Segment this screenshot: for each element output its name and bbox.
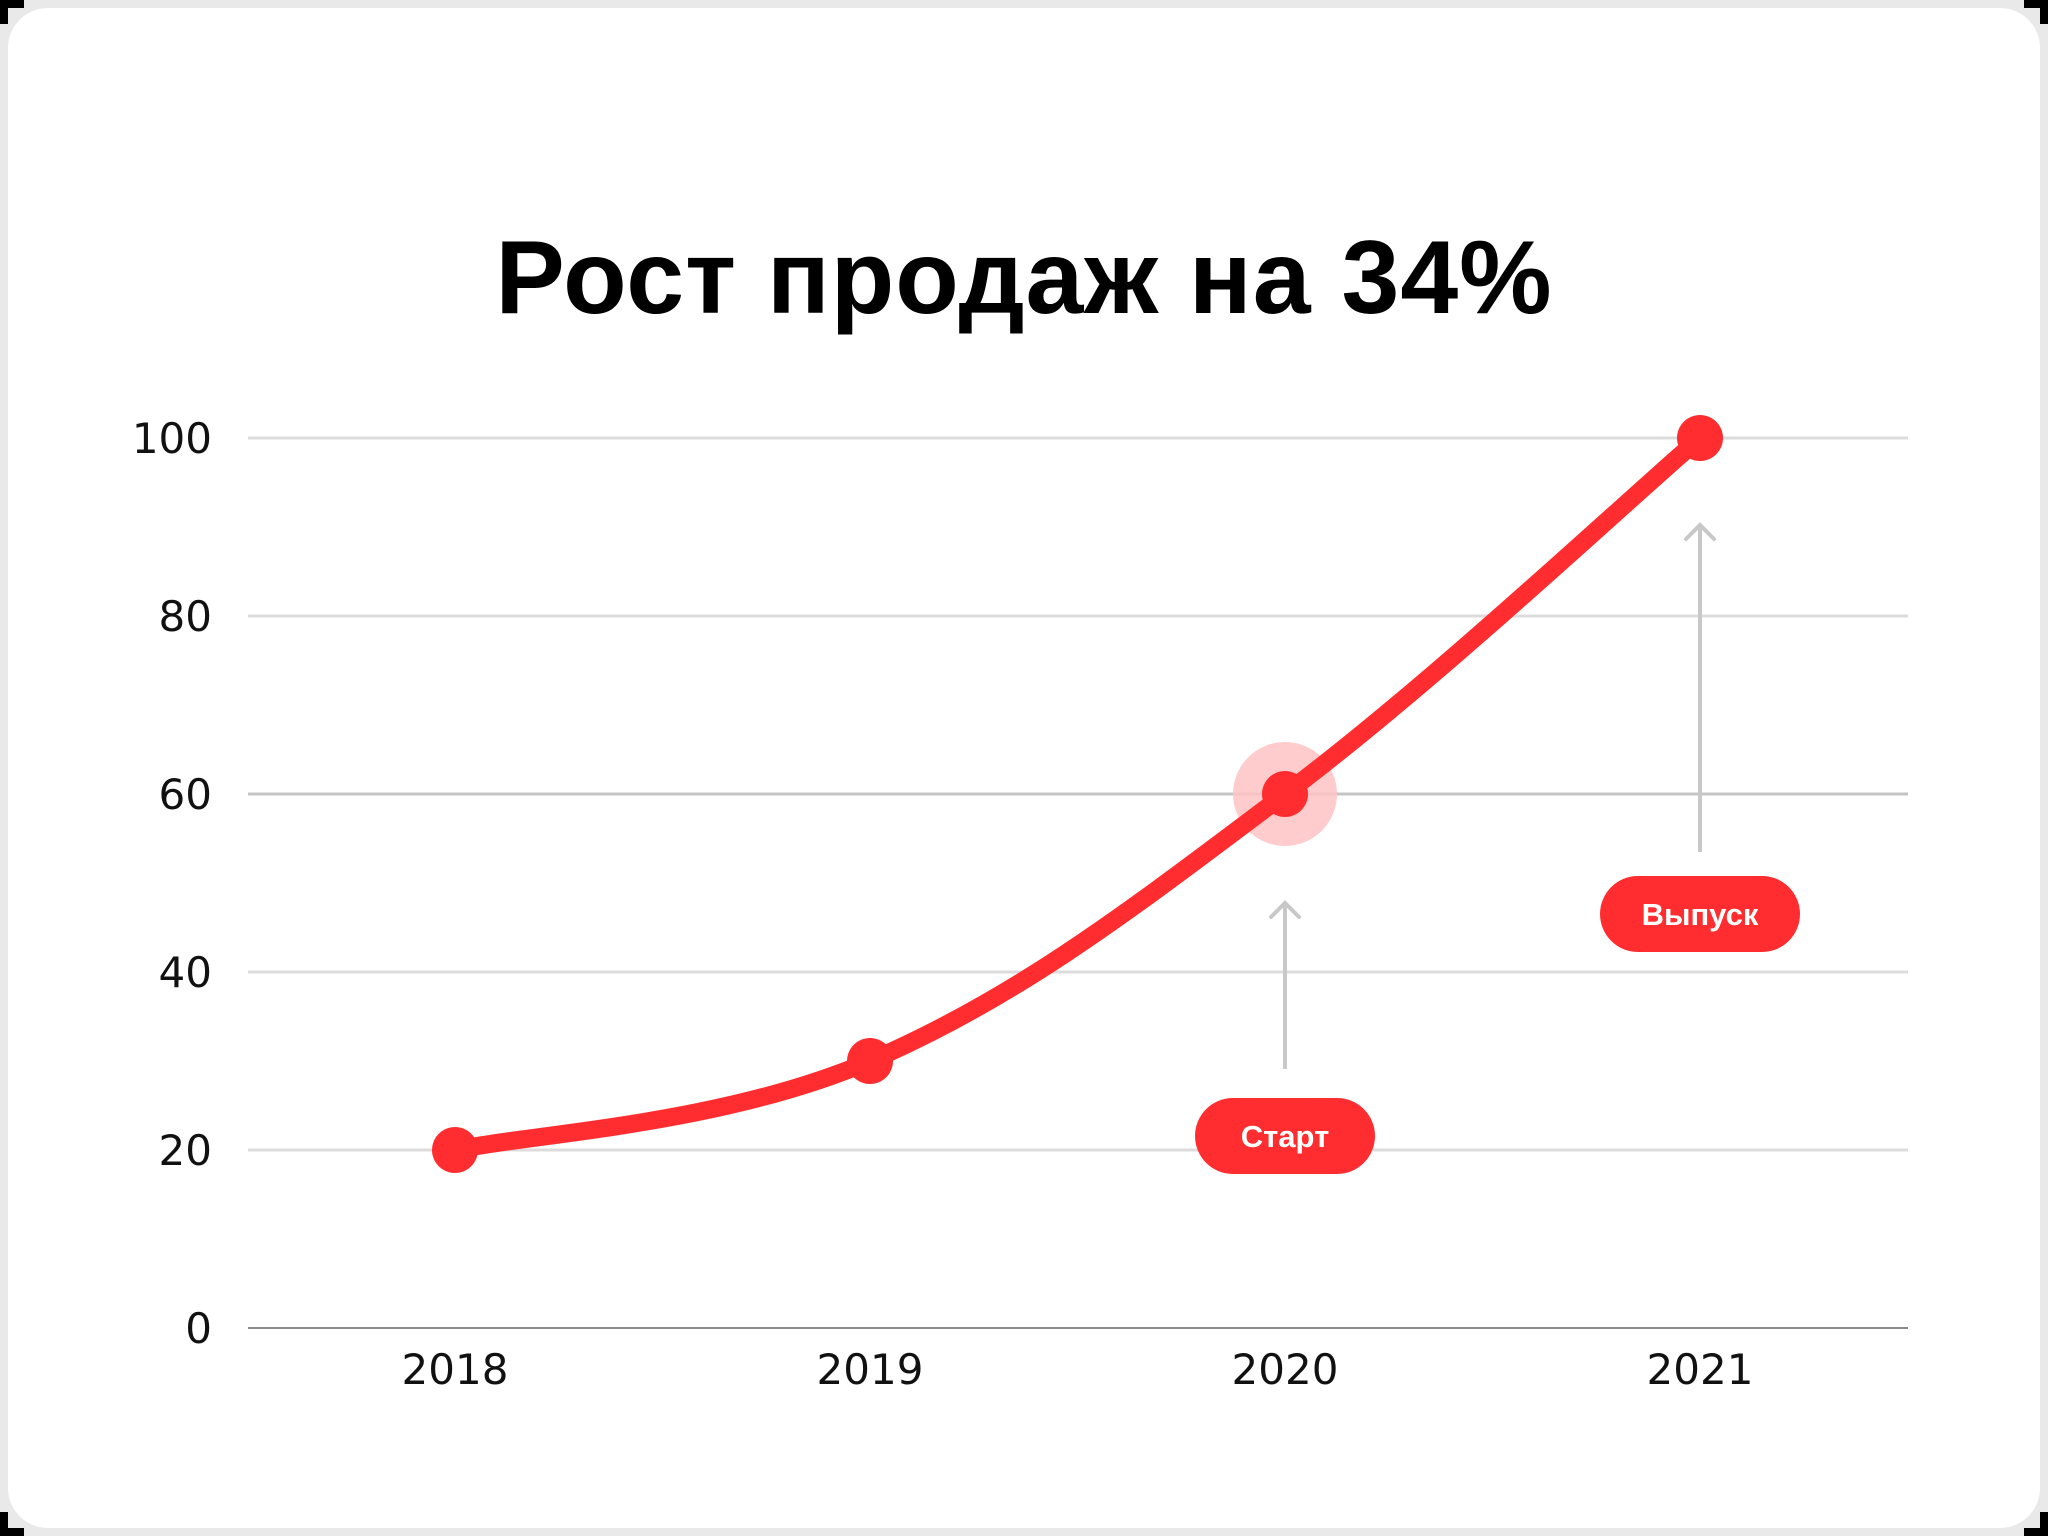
corner-mark-bottom-right — [2024, 1512, 2048, 1536]
data-point-marker — [432, 1127, 478, 1173]
corner-mark-top-left — [0, 0, 24, 24]
corner-mark-bottom-left — [0, 1512, 24, 1536]
chart-title: Рост продаж на 34% — [495, 219, 1553, 336]
annotation-pill — [1195, 1098, 1375, 1174]
y-axis-labels: 0 20 40 60 80 100 — [132, 414, 212, 1353]
data-point-marker — [1262, 771, 1308, 817]
x-tick-label: 2021 — [1647, 1345, 1754, 1394]
arrowhead-icon — [1269, 900, 1301, 919]
annotation-label: Выпуск — [1642, 897, 1759, 932]
gridlines — [248, 436, 1908, 1329]
y-tick-label: 20 — [159, 1126, 212, 1175]
sales-line-series — [432, 415, 1723, 1173]
y-tick-label: 100 — [132, 414, 212, 463]
annotation-2021: Выпуск — [1600, 522, 1800, 952]
x-axis-labels: 2018 2019 2020 2021 — [402, 1345, 1754, 1394]
annotation-2020: Старт — [1195, 900, 1375, 1174]
y-tick-label: 80 — [159, 592, 212, 641]
data-point-marker — [1677, 415, 1723, 461]
sales-line — [446, 429, 1709, 1159]
annotation-pill — [1600, 876, 1800, 952]
y-tick-label: 60 — [159, 770, 212, 819]
annotation-label: Старт — [1241, 1119, 1330, 1154]
annotations: Старт Выпуск — [1195, 522, 1800, 1174]
corner-mark-top-right — [2024, 0, 2048, 24]
x-tick-label: 2018 — [402, 1345, 509, 1394]
data-point-marker — [847, 1038, 893, 1084]
arrowhead-icon — [1684, 522, 1716, 541]
y-tick-label: 0 — [185, 1304, 212, 1353]
y-tick-label: 40 — [159, 948, 212, 997]
x-tick-label: 2019 — [817, 1345, 924, 1394]
x-tick-label: 2020 — [1232, 1345, 1339, 1394]
